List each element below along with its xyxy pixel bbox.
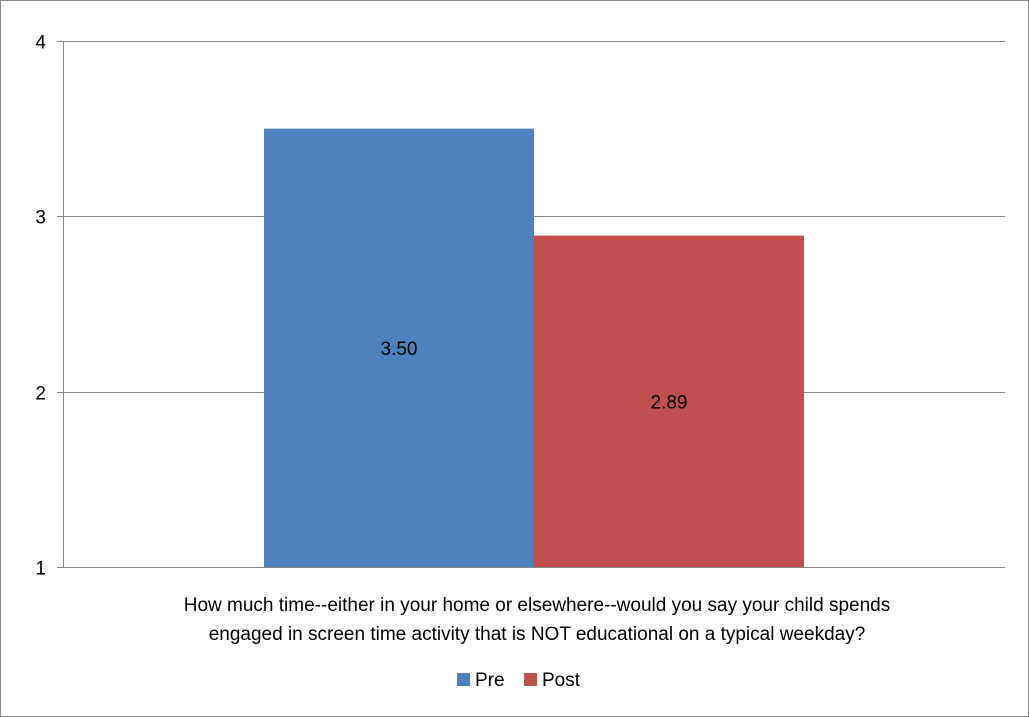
- bar-post: [534, 235, 804, 567]
- legend-swatch-pre: [457, 673, 470, 686]
- y-tick-label: 4: [35, 33, 46, 54]
- data-label-post: 2.89: [651, 392, 688, 413]
- data-label-pre: 3.50: [381, 339, 418, 360]
- category-axis-label: How much time--either in your home or el…: [184, 595, 890, 645]
- legend-swatch-post: [524, 673, 537, 686]
- y-tick-labels: 1 2 3 4: [35, 33, 46, 580]
- bars: [264, 128, 804, 567]
- y-tick-label: 2: [35, 384, 46, 405]
- bar-pre: [264, 128, 534, 567]
- y-tick-label: 3: [35, 208, 46, 229]
- legend: Pre Post: [457, 670, 581, 691]
- category-label-line: How much time--either in your home or el…: [184, 595, 890, 616]
- legend-label-pre: Pre: [475, 670, 505, 691]
- y-tick-label: 1: [35, 559, 46, 580]
- data-labels: 3.50 2.89: [381, 339, 688, 413]
- legend-label-post: Post: [542, 670, 581, 691]
- category-label-line: engaged in screen time activity that is …: [209, 624, 866, 645]
